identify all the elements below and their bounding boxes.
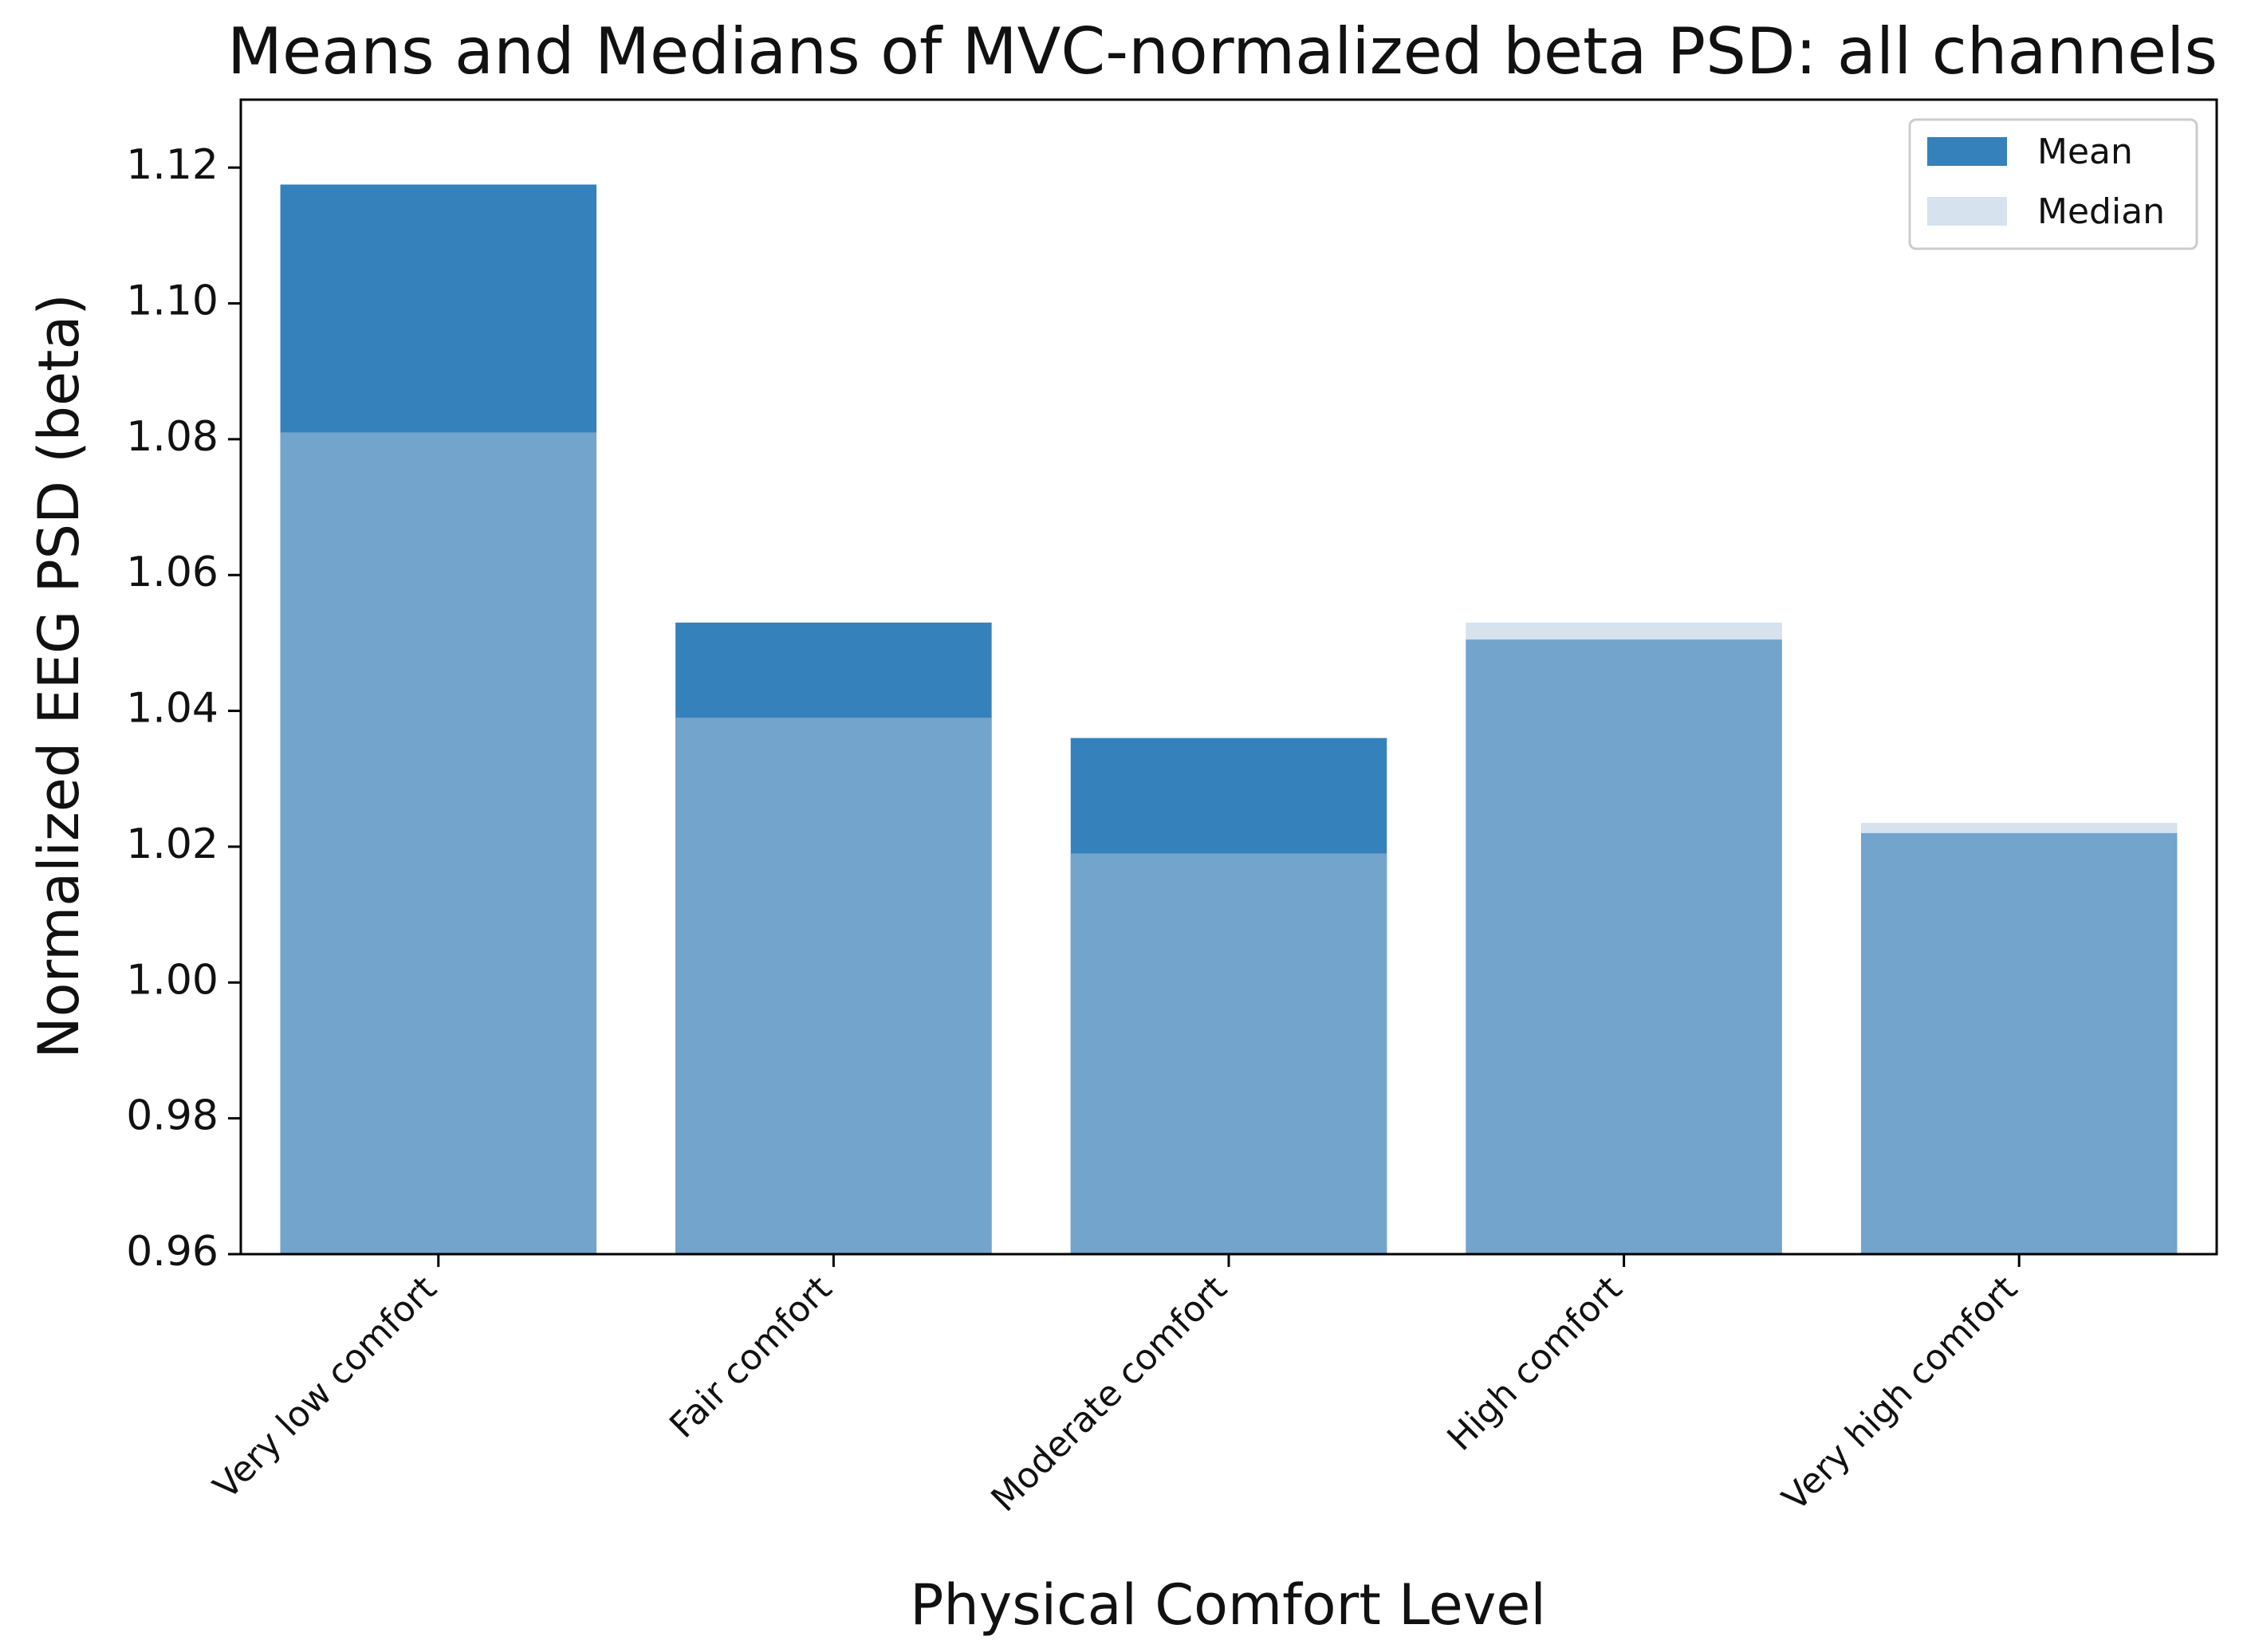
bar-overlap-high-comfort [1466, 639, 1782, 1254]
y-tick-label: 1.06 [126, 549, 218, 596]
y-tick-label: 0.96 [126, 1228, 218, 1276]
bar-overlap-moderate-comfort [1070, 853, 1387, 1254]
x-tick-label: Moderate comfort [983, 1268, 1234, 1520]
bar-group [280, 184, 2178, 1254]
legend-label-mean: Mean [2037, 132, 2133, 172]
y-tick-label: 1.02 [126, 820, 218, 868]
x-tick-label: Fair comfort [662, 1268, 840, 1446]
legend-label-median: Median [2037, 191, 2165, 232]
legend-swatch-median [1927, 197, 2007, 226]
x-tick-label: High comfort [1439, 1268, 1630, 1459]
y-tick-label: 1.08 [126, 413, 218, 461]
x-tick-label: Very low comfort [206, 1268, 445, 1508]
y-tick-label: 1.10 [126, 277, 218, 325]
x-axis-ticks: Very low comfort Fair comfort Moderate com… [206, 1254, 2025, 1520]
bar-overlap-fair-comfort [675, 718, 992, 1254]
legend: Mean Median [1908, 118, 2198, 250]
y-tick-label: 1.00 [126, 956, 218, 1004]
y-tick-label: 0.98 [126, 1092, 218, 1140]
x-tick-label: Very high comfort [1775, 1268, 2025, 1519]
chart-title: Means and Medians of MVC-normalized beta… [227, 14, 2217, 88]
y-tick-label: 1.12 [126, 141, 218, 189]
x-axis-label: Physical Comfort Level [910, 1572, 1546, 1638]
y-axis-ticks: 0.96 0.98 1.00 1.02 1.04 1.06 1.08 1.10 1.12 [126, 141, 241, 1276]
y-axis-label: Normalized EEG PSD (beta) [26, 293, 92, 1058]
legend-swatch-mean [1927, 137, 2007, 166]
bar-overlap-very-high-comfort [1860, 832, 2178, 1254]
y-tick-label: 1.04 [126, 685, 218, 733]
bar-overlap-very-low-comfort [280, 432, 597, 1254]
